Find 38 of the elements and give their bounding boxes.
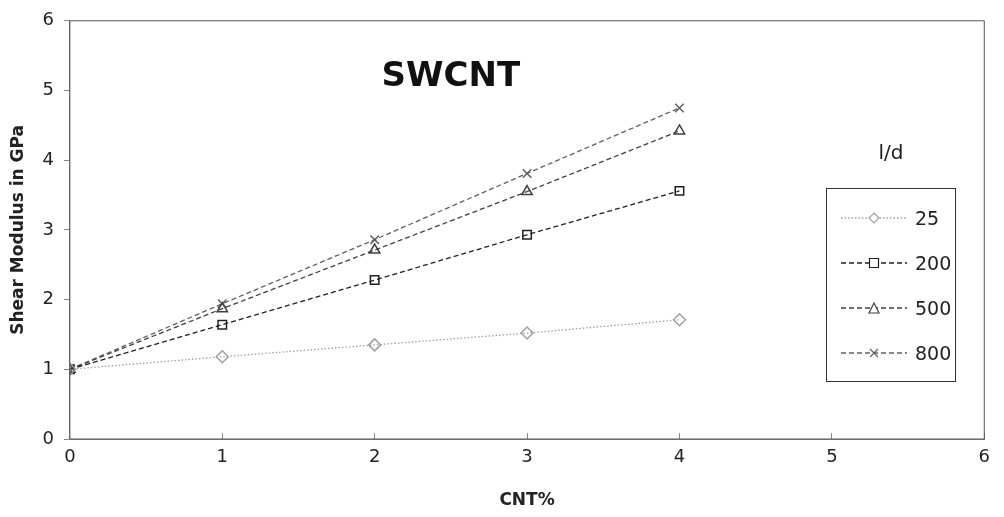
x-axis-title: CNT% (499, 489, 555, 510)
x-tick-label: 6 (978, 445, 990, 467)
point (367, 338, 382, 352)
legend-label: 800 (915, 341, 952, 364)
point (215, 350, 230, 364)
point (369, 275, 380, 286)
x-tick-label: 4 (673, 445, 686, 467)
x-tick-label: 3 (521, 445, 533, 467)
point (217, 319, 228, 330)
legend-label: 200 (915, 251, 952, 274)
point (522, 229, 533, 240)
x-tick-label: 1 (216, 445, 228, 467)
y-tick-label: 1 (42, 356, 54, 378)
point (521, 184, 534, 196)
point (217, 298, 228, 309)
y-tick-label: 5 (42, 78, 54, 100)
legend-title: l/d (877, 140, 905, 164)
y-axis-title: Shear Modulus in GPa (6, 125, 27, 335)
y-tick-label: 3 (42, 217, 54, 239)
y-tick-label: 2 (42, 287, 54, 309)
point (674, 102, 685, 113)
legend-label: 500 (915, 296, 952, 319)
text: SWCNT (381, 53, 521, 94)
point (672, 313, 687, 327)
y-tick-label: 4 (42, 147, 54, 169)
point (520, 326, 534, 340)
y-tick-label: 6 (42, 8, 54, 30)
y-tick-label: 0 (42, 426, 54, 448)
x-tick-label: 2 (368, 445, 381, 467)
x-tick-label: 5 (826, 445, 838, 467)
x-tick-label: 0 (64, 445, 76, 467)
point (368, 243, 381, 254)
point (522, 168, 533, 179)
legend-label: 25 (915, 206, 940, 229)
point (674, 185, 685, 196)
point (673, 124, 686, 135)
point (369, 234, 380, 245)
point (216, 301, 229, 313)
